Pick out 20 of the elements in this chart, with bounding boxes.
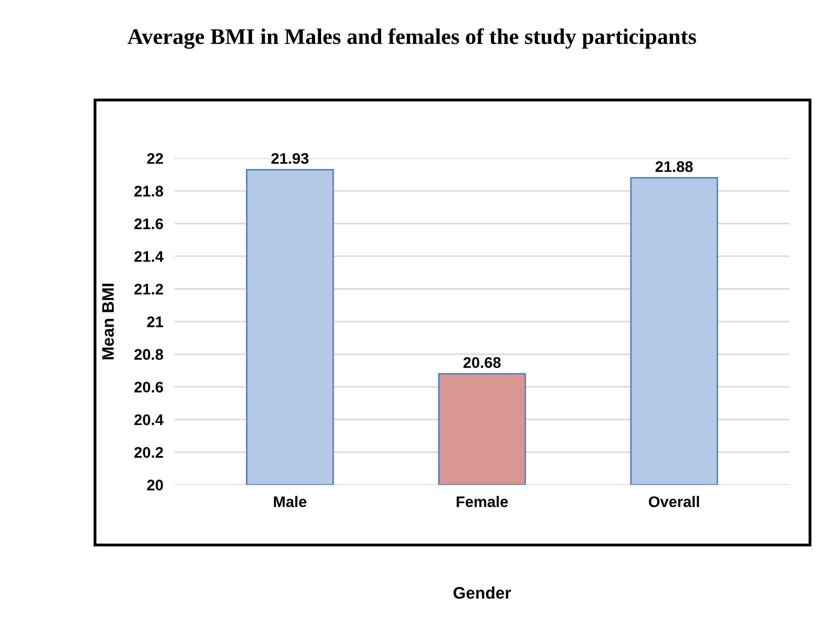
data-label: 21.88 <box>656 161 693 172</box>
y-tick-label: 20 <box>147 480 163 490</box>
y-axis-title: Mean BMI <box>102 284 114 360</box>
y-tick-label: 20.6 <box>134 382 164 393</box>
y-tick-label: 20.4 <box>134 414 164 426</box>
x-tick-label: Female <box>456 496 508 508</box>
y-tick-label: 21.4 <box>134 251 164 262</box>
y-tick-label: 21 <box>147 316 164 328</box>
data-label: 20.68 <box>463 357 501 368</box>
x-tick-label: Overall <box>648 496 699 508</box>
y-tick-label: 20.2 <box>134 447 163 458</box>
y-tick-label: 22 <box>147 153 163 164</box>
chart-title: Average BMI in Males and females of the study participants <box>128 28 696 49</box>
y-tick-label: 21.8 <box>134 186 164 197</box>
x-axis-title: Gender <box>454 586 511 599</box>
x-tick-label: Male <box>274 496 306 508</box>
y-tick-label: 21.2 <box>134 284 163 294</box>
y-tick-label: 20.8 <box>134 349 164 360</box>
data-label: 21.93 <box>271 153 309 164</box>
y-tick-label: 21.6 <box>134 218 164 230</box>
